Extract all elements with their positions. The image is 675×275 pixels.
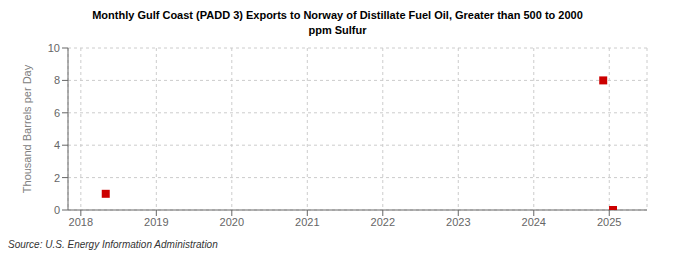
svg-text:10: 10 [48, 42, 60, 54]
svg-text:Thousand Barrels per Day: Thousand Barrels per Day [21, 64, 33, 193]
svg-text:2022: 2022 [371, 216, 395, 228]
html-text:Monthly Gulf Coast (PADD 3) Ex: Monthly Gulf Coast (PADD 3) Exports to N… [92, 9, 583, 21]
svg-text:2018: 2018 [69, 216, 93, 228]
svg-text:2019: 2019 [144, 216, 168, 228]
svg-text:0: 0 [54, 204, 60, 216]
svg-text:2024: 2024 [522, 216, 546, 228]
svg-text:2020: 2020 [220, 216, 244, 228]
svg-text:8: 8 [54, 74, 60, 86]
svg-text:4: 4 [54, 139, 60, 151]
svg-text:2025: 2025 [597, 216, 621, 228]
html-text:Source: U.S. Energy Informatio: Source: U.S. Energy Information Administ… [8, 239, 218, 250]
svg-text:6: 6 [54, 107, 60, 119]
svg-text:2: 2 [54, 172, 60, 184]
html-text:ppm Sulfur: ppm Sulfur [308, 24, 367, 36]
svg-text:2021: 2021 [295, 216, 319, 228]
svg-text:2023: 2023 [446, 216, 470, 228]
